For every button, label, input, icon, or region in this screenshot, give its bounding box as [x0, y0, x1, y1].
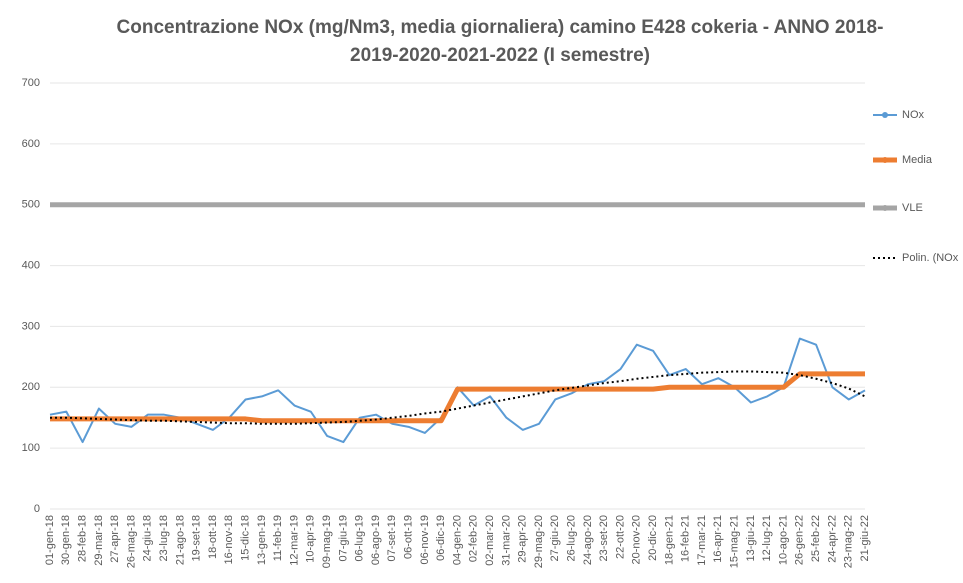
legend-marker: [882, 112, 888, 118]
x-tick-label: 23-mag-22: [843, 515, 855, 568]
y-tick-label: 200: [22, 381, 40, 393]
series-line: [50, 371, 865, 424]
x-tick-label: 29-apr-20: [517, 515, 529, 563]
x-tick-label: 26-gen-22: [794, 515, 806, 565]
x-tick-label: 10-apr-19: [305, 515, 317, 563]
chart-title: Concentrazione NOx (mg/Nm3, media giorna…: [116, 17, 884, 66]
x-tick-label: 09-mag-19: [321, 515, 333, 568]
x-tick-label: 06-lug-19: [354, 515, 366, 561]
x-tick-label: 07-set-19: [386, 515, 398, 561]
x-tick-label: 30-gen-18: [60, 515, 72, 565]
x-tick-label: 06-ott-19: [403, 515, 415, 559]
series-line: [50, 370, 866, 425]
x-tick-label: 20-dic-20: [647, 515, 659, 561]
y-tick-label: 400: [22, 259, 40, 271]
x-tick-label: 10-ago-21: [777, 515, 789, 565]
x-tick-label: 24-giu-18: [142, 515, 154, 561]
x-tick-label: 29-mag-20: [533, 515, 545, 568]
x-tick-label: 22-ott-20: [614, 515, 626, 559]
x-tick-label: 06-nov-19: [419, 515, 431, 565]
x-tick-label: 16-nov-18: [223, 515, 235, 565]
x-tick-label: 19-set-18: [191, 515, 203, 561]
legend-marker: [882, 157, 888, 163]
x-tick-label: 29-mar-18: [93, 515, 105, 566]
x-tick-label: 16-apr-21: [712, 515, 724, 563]
x-tick-label: 02-mar-20: [484, 515, 496, 566]
x-tick-label: 20-nov-20: [631, 515, 643, 565]
x-tick-label: 16-feb-21: [680, 515, 692, 562]
x-tick-label: 23-set-20: [598, 515, 610, 561]
x-tick-label: 21-giu-22: [859, 515, 871, 561]
y-tick-label: 0: [34, 503, 40, 515]
y-tick-label: 100: [22, 442, 40, 454]
legend-label: NOx: [902, 109, 925, 121]
x-tick-label: 06-dic-19: [435, 515, 447, 561]
x-tick-label: 11-feb-19: [272, 515, 284, 561]
legend-marker: [882, 205, 888, 211]
y-tick-label: 500: [22, 199, 40, 211]
x-tick-label: 24-ago-20: [582, 515, 594, 565]
y-tick-label: 600: [22, 138, 40, 150]
x-tick-label: 07-giu-19: [337, 515, 349, 561]
x-tick-label: 01-gen-18: [44, 515, 56, 565]
x-tick-label: 23-lug-18: [158, 515, 170, 561]
x-tick-label: 18-gen-21: [663, 515, 675, 565]
legend-label: VLE: [902, 202, 923, 214]
x-tick-label: 15-mag-21: [729, 515, 741, 568]
x-tick-label: 06-ago-19: [370, 515, 382, 565]
x-tick-label: 17-mar-21: [696, 515, 708, 566]
x-tick-label: 27-apr-18: [109, 515, 121, 563]
x-tick-label: 27-giu-20: [549, 515, 561, 561]
y-tick-label: 300: [22, 320, 40, 332]
x-tick-label: 12-lug-21: [761, 515, 773, 561]
x-tick-label: 13-gen-19: [256, 515, 268, 565]
x-tick-label: 24-apr-22: [826, 515, 838, 563]
x-tick-label: 28-feb-18: [77, 515, 89, 562]
x-tick-label: 02-feb-20: [468, 515, 480, 562]
x-tick-label: 18-ott-18: [207, 515, 219, 559]
x-tick-label: 26-lug-20: [566, 515, 578, 561]
x-tick-label: 21-ago-18: [174, 515, 186, 565]
x-tick-label: 13-giu-21: [745, 515, 757, 561]
x-tick-label: 04-gen-20: [451, 515, 463, 565]
legend-label: Media: [902, 154, 933, 166]
x-tick-label: 12-mar-19: [288, 515, 300, 566]
legend-label: Polin. (NOx: [902, 252, 959, 264]
x-tick-label: 15-dic-18: [240, 515, 252, 561]
x-tick-label: 26-mag-18: [125, 515, 137, 568]
y-tick-label: 700: [22, 77, 40, 89]
x-tick-label: 31-mar-20: [500, 515, 512, 566]
x-tick-label: 25-feb-22: [810, 515, 822, 562]
